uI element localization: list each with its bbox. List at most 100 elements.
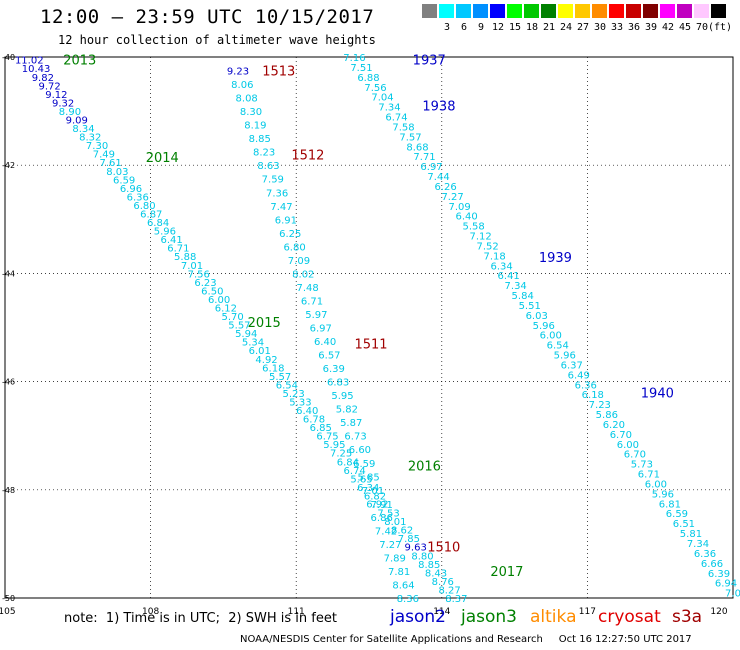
swh-value: 5.82 [336, 405, 358, 416]
swh-value: 6.23 [194, 278, 216, 289]
swh-value: 6.12 [215, 303, 237, 314]
swh-value: 8.85 [249, 134, 271, 145]
lat-tick-label: -48 [2, 486, 15, 495]
swh-value: 8.08 [236, 94, 258, 105]
swh-value: 5.73 [631, 460, 653, 471]
legend-level-label: 30 [593, 22, 607, 33]
legend-level-label: 36 [627, 22, 641, 33]
swh-value: 6.00 [645, 479, 667, 490]
swh-value: 6.71 [638, 470, 660, 481]
swh-value: 6.74 [344, 466, 366, 477]
swh-value: 6.00 [540, 331, 562, 342]
legend-level-label: 33 [610, 22, 624, 33]
pass-time-label: 1512 [291, 148, 324, 163]
legend-level-label: 6 [460, 22, 468, 33]
swh-value: 7.49 [93, 150, 115, 161]
pass-time-label: 2015 [248, 316, 281, 331]
swh-value: 8.64 [392, 580, 414, 591]
swh-value: 5.81 [680, 529, 702, 540]
swh-value: 6.40 [314, 337, 336, 348]
swh-value: 6.70 [610, 430, 632, 441]
swh-value: 7.16 [343, 53, 365, 64]
legend-swatch [626, 4, 641, 18]
swh-value: 9.32 [52, 98, 74, 109]
legend-swatch [677, 4, 692, 18]
swh-value: 7.01 [362, 486, 384, 497]
swh-value: 6.84 [147, 218, 169, 229]
swh-value: 8.85 [418, 560, 440, 571]
pass-time-label: 1937 [413, 54, 446, 69]
swh-value: 7.51 [350, 63, 372, 74]
swh-value: 6.84 [337, 457, 359, 468]
legend-swatch [558, 4, 573, 18]
swh-value: 7.57 [399, 132, 421, 143]
swh-value: 7.61 [99, 158, 121, 169]
swh-value: 6.57 [318, 351, 340, 362]
lon-tick-label: 120 [710, 607, 727, 617]
swh-value: 6.34 [491, 261, 513, 272]
swh-value: 6.59 [666, 509, 688, 520]
swh-value: 6.71 [167, 244, 189, 255]
legend-level-label: 45 [678, 22, 692, 33]
swh-value: 6.37 [561, 360, 583, 371]
swh-value: 6.91 [275, 215, 297, 226]
swh-value: 7.59 [262, 175, 284, 186]
legend-swatch [660, 4, 675, 18]
legend-level-label: 70 [695, 22, 709, 33]
swh-value: 9.72 [38, 81, 60, 92]
swh-value: 5.70 [222, 312, 244, 323]
swh-value: 5.57 [269, 372, 291, 383]
legend-swatch [541, 4, 556, 18]
swh-value: 7.52 [477, 241, 499, 252]
swh-value: 8.27 [438, 585, 460, 596]
lat-tick-label: -40 [2, 53, 15, 62]
swh-value: 5.96 [533, 321, 555, 332]
legend-swatch [643, 4, 658, 18]
satellite-label-jason2: jason2 [390, 607, 446, 627]
swh-value: 7.85 [398, 534, 420, 545]
swh-value: 6.40 [296, 406, 318, 417]
legend-swatch [575, 4, 590, 18]
swh-value: 6.97 [420, 162, 442, 173]
swh-value: 7.23 [589, 400, 611, 411]
swh-value: 8.01 [384, 517, 406, 528]
lon-tick-label: 111 [288, 607, 305, 617]
axis-ticks: 105 108 111 114 117 120 -40 -42 -44 -46 -48 -50 [0, 53, 728, 617]
swh-value: 6.54 [276, 380, 298, 391]
swh-value: 5.84 [512, 291, 534, 302]
legend-level-label: 21 [542, 22, 556, 33]
swh-value: 6.73 [344, 432, 366, 443]
swh-value: 5.94 [235, 329, 257, 340]
swh-value: 5.87 [340, 418, 362, 429]
pass-time-label: 2016 [408, 459, 441, 474]
swh-value: 6.41 [160, 235, 182, 246]
swh-value: 6.54 [547, 341, 569, 352]
swh-value: 8.76 [432, 577, 454, 588]
swh-value: 7.09 [288, 256, 310, 267]
page-title: 12:00 — 23:59 UTC 10/15/2017 [40, 6, 375, 28]
pass-time-label: 1939 [539, 251, 572, 266]
swh-value: 5.51 [519, 301, 541, 312]
swh-value: 7.48 [297, 283, 319, 294]
swh-value: 6.49 [568, 370, 590, 381]
swh-value: 9.09 [66, 116, 88, 127]
swh-value: 7.09 [448, 202, 470, 213]
swh-value: 5.33 [289, 397, 311, 408]
legend-level-label: 18 [525, 22, 539, 33]
legend-level-label: 12 [491, 22, 505, 33]
lon-tick-label: 114 [433, 607, 450, 617]
map-grid [5, 57, 733, 598]
swh-value: 7.91 [371, 500, 393, 511]
legend-swatch [507, 4, 522, 18]
swh-value: 7.56 [188, 269, 210, 280]
swh-value: 6.60 [349, 445, 371, 456]
map-frame [4, 56, 734, 599]
swh-value: 6.03 [526, 311, 548, 322]
swh-value: 5.23 [283, 389, 305, 400]
legend-level-label: 9 [477, 22, 485, 33]
swh-value: 9.12 [45, 90, 67, 101]
swh-value: 6.39 [323, 364, 345, 375]
swh-value: 5.88 [174, 252, 196, 263]
swh-value: 6.59 [353, 459, 375, 470]
